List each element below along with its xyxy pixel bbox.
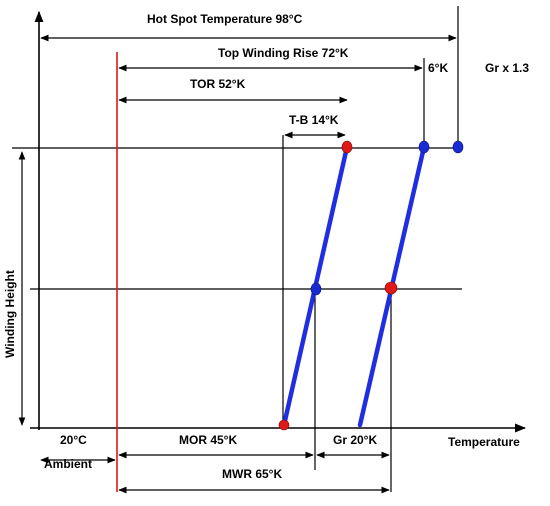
hot-spot-label: Hot Spot Temperature 98°C [147,12,303,26]
winding-height-label: Winding Height [3,270,17,358]
hot-spot-dot [452,140,464,154]
top-oil-dot [341,140,353,154]
temperature-label: Temperature [448,435,520,449]
mean-oil-dot [310,282,322,296]
top-winding-dot [418,140,430,154]
mwr-label: MWR 65°K [222,467,282,481]
ambient-label: Ambient [44,457,92,471]
gr-label: Gr 20°K [333,433,377,447]
tb-label: T-B 14°K [289,113,339,127]
ambient-temp-label: 20°C [60,433,87,447]
gr-factor-label: Gr x 1.3 [485,61,529,75]
mean-winding-dot [384,281,398,295]
bottom-oil-dot [278,419,290,431]
top-winding-rise-label: Top Winding Rise 72°K [218,46,349,60]
mor-label: MOR 45°K [179,433,237,447]
tor-label: TOR 52°K [190,77,246,91]
six-k-label: 6°K [428,61,448,75]
